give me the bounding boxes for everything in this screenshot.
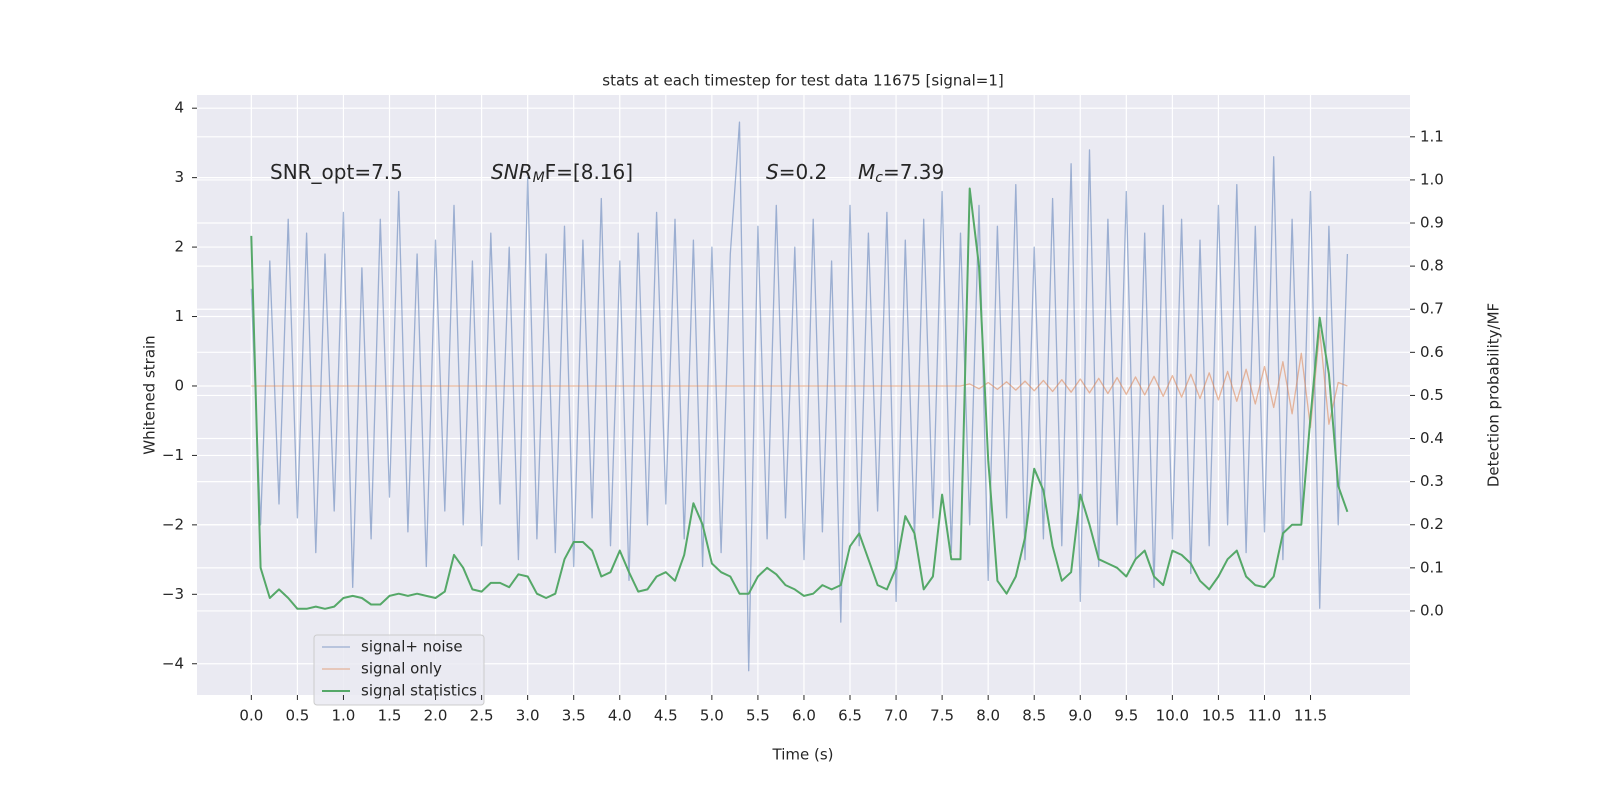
x-tick-label: 1.5	[378, 707, 402, 725]
marks	[250, 121, 1349, 672]
y-tick-label: 4	[174, 99, 184, 117]
legend: signal+ noise signal only signal statistic…	[313, 634, 485, 706]
legend-label: signal statistics	[361, 682, 477, 700]
y2-tick-label: 0.8	[1420, 257, 1444, 275]
x-tick-label: 8.0	[976, 707, 1000, 725]
y-tick-label: 1	[174, 307, 184, 325]
annotations: SNR_opt=7.5 SNRMF=[8.16] S=0.2 Mc=7.39	[270, 160, 944, 187]
y2-tick-label: 0.2	[1420, 515, 1444, 533]
y-tick-label: 0	[174, 376, 184, 394]
y2-tick-label: 0.4	[1420, 429, 1444, 447]
annotation-part: S	[766, 160, 779, 184]
x-tick-label: 11.0	[1248, 707, 1281, 725]
legend-label: signal only	[361, 660, 442, 678]
annotation-part: =7.39	[883, 160, 944, 184]
y2-axis-label: Detection probability/MF	[1485, 303, 1503, 487]
x-tick-label: 10.0	[1156, 707, 1189, 725]
y-tick-label: −3	[162, 585, 184, 603]
annotation-part: c	[875, 170, 883, 186]
annotation-part: SNR	[491, 160, 533, 184]
annotation-part: M	[858, 160, 875, 184]
y-tick-label: 3	[174, 168, 184, 186]
x-tick-label: 10.5	[1202, 707, 1235, 725]
y2-tick-label: 0.0	[1420, 601, 1444, 619]
legend-box	[313, 634, 485, 706]
x-tick-label: 5.0	[700, 707, 724, 725]
series-line	[250, 187, 1349, 610]
x-tick-label: 1.0	[332, 707, 356, 725]
annotation-part: F=[8.16]	[545, 160, 633, 184]
y2-tick-label: 0.3	[1420, 472, 1444, 490]
x-tick-label: 4.5	[654, 707, 678, 725]
x-tick-label: 3.0	[516, 707, 540, 725]
x-tick-label: 6.5	[838, 707, 862, 725]
y-tick-label: −2	[162, 515, 184, 533]
grid	[197, 95, 1410, 695]
annotation: SNRMF=[8.16]	[491, 160, 633, 187]
y2-tick-label: 0.6	[1420, 343, 1444, 361]
x-tick-label: 2.0	[424, 707, 448, 725]
x-tick-label: 3.5	[562, 707, 586, 725]
x-tick-label: 0.5	[285, 707, 309, 725]
x-tick-label: 0.0	[239, 707, 263, 725]
series-line	[250, 121, 1349, 672]
legend-label: signal+ noise	[361, 638, 463, 656]
y-axis-label: Whitened strain	[141, 335, 159, 454]
chart-title: stats at each timestep for test data 116…	[602, 72, 1003, 90]
x-axis-label: Time (s)	[772, 746, 834, 764]
y2-tick-label: 1.0	[1420, 170, 1444, 188]
x-tick-label: 6.0	[792, 707, 816, 725]
x-tick-label: 4.0	[608, 707, 632, 725]
annotation-part: =0.2	[779, 160, 828, 184]
x-tick-label: 9.0	[1068, 707, 1092, 725]
annotation: SNR_opt=7.5	[270, 160, 403, 184]
y2-tick-label: 0.5	[1420, 386, 1444, 404]
x-tick-label: 8.5	[1022, 707, 1046, 725]
annotation-part: SNR_opt=7.5	[270, 160, 403, 184]
x-tick-label: 2.5	[470, 707, 494, 725]
y-tick-label: −4	[162, 654, 184, 672]
x-tick-label: 5.5	[746, 707, 770, 725]
series-line	[251, 329, 1348, 429]
annotation-part: M	[533, 170, 545, 186]
y2-tick-label: 1.1	[1420, 127, 1444, 145]
y-tick-label: 2	[174, 238, 184, 256]
x-tick-label: 7.0	[884, 707, 908, 725]
annotation: S=0.2	[766, 160, 827, 184]
y2-tick-label: 0.1	[1420, 558, 1444, 576]
y2-tick-label: 0.9	[1420, 214, 1444, 232]
x-tick-label: 9.5	[1114, 707, 1138, 725]
y-tick-label: −1	[162, 446, 184, 464]
annotation: Mc=7.39	[858, 160, 944, 187]
x-tick-label: 11.5	[1294, 707, 1327, 725]
x-tick-label: 7.5	[930, 707, 954, 725]
y2-tick-label: 0.7	[1420, 300, 1444, 318]
